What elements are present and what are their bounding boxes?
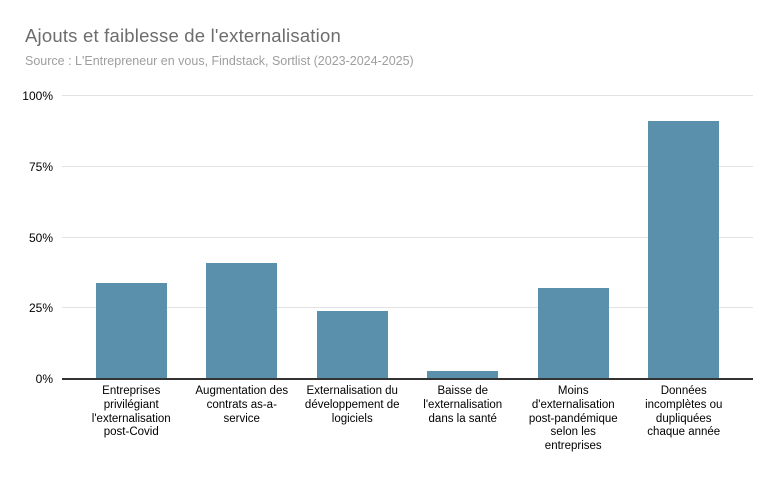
bar-slot [187,96,298,379]
x-axis-category-label-line: chaque année [647,426,721,439]
bar [648,121,720,379]
x-axis-category-label: Augmentation des contrats as-a-service [187,385,298,454]
bar [537,288,609,379]
y-axis-tick-label: 75% [28,159,53,174]
bar-slot [76,96,187,379]
bar [206,262,278,379]
gridline [62,307,753,309]
x-axis-category-label-line: l'externalisation [91,412,171,425]
x-axis-category-label: Moins d'externalisation post-pandémique sel… [518,385,629,454]
x-axis-category-label-line: privilégiant [103,398,159,411]
x-axis-category-label-line: dans la santé [428,412,497,425]
bar-slot [518,96,629,379]
x-axis-category-label-line: selon les [550,426,596,439]
bar-slot [629,96,740,379]
gridline [62,236,753,238]
bar [427,370,499,379]
x-axis-category-label-line: service [223,412,260,425]
x-axis-category-label-line: Données [660,385,707,397]
x-axis-category-label-line: Externalisation du [306,385,398,397]
bar-slot [408,96,519,379]
chart-title: Ajouts et faiblesse de l'externalisation [25,25,341,46]
gridline [62,95,753,96]
x-axis-category-label-line: Entreprises [102,385,161,397]
y-axis-tick-label: 50% [28,230,53,245]
y-axis-tick-label: 0% [35,372,53,386]
bars-layer [62,96,753,379]
x-axis-category-label-line: entreprises [544,440,602,453]
bar [316,311,388,379]
x-axis-category-label-line: logiciels [331,412,373,425]
y-axis-tick-label: 100% [22,89,53,103]
x-axis-category-label-line: post-Covid [103,426,159,439]
bar [95,282,167,379]
x-axis-category-label-line: Augmentation des [195,385,289,397]
x-axis-line [62,378,753,380]
x-axis-category-label-line: contrats as-a- [206,398,277,411]
x-axis-category-label-line: développement de [304,398,400,411]
x-axis-category-label: Externalisation du développement de logici… [297,385,408,454]
x-axis-category-labels: Entreprises privilégiant l'externalisation… [62,385,753,454]
x-axis-category-label-line: Baisse de [437,385,488,397]
x-axis-category-label: Baisse de l'externalisation dans la santé [408,385,519,454]
plot-area: 0% 25% 50% 75% 100% [22,89,753,386]
x-axis-category-label-line: post-pandémique [528,412,618,425]
x-axis-category-label-line: d'externalisation [531,398,615,411]
x-axis-category-label: Données incomplètes ou dupliquées chaque an… [629,385,740,454]
x-axis-category-label: Entreprises privilégiant l'externalisation… [76,385,187,454]
x-axis-category-label-line: Moins [557,385,589,397]
x-axis-category-label-line: incomplètes ou [645,398,723,411]
x-axis-category-label-line: l'externalisation [423,398,503,411]
chart-subtitle: Source : L'Entrepreneur en vous, Findsta… [25,54,414,68]
bar-slot [297,96,408,379]
y-axis-tick-label: 25% [28,301,53,316]
x-axis-category-label-line: dupliquées [655,412,712,425]
gridline [62,165,753,167]
